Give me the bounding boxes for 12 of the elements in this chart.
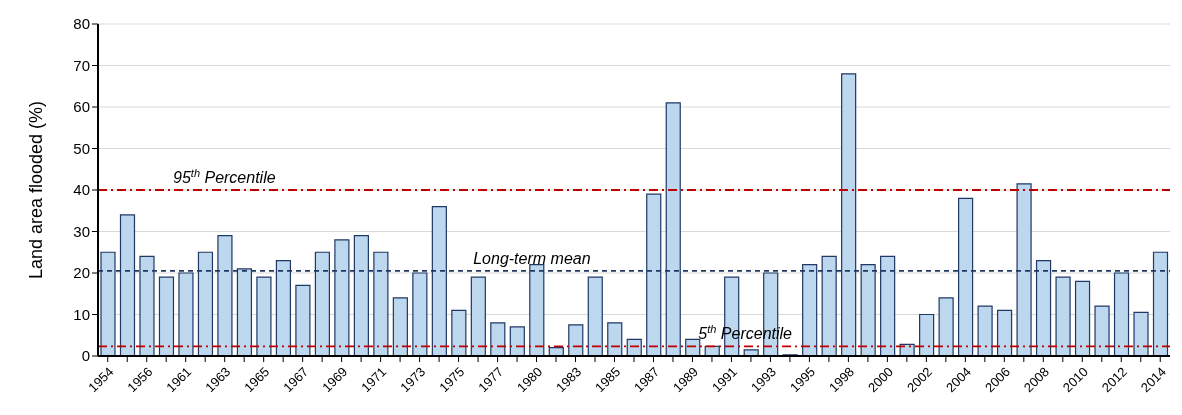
ref-line-label: 95$^{th}$ Percentile xyxy=(173,167,276,186)
y-tick-label: 80 xyxy=(73,15,90,33)
y-tick-label: 40 xyxy=(73,181,90,199)
y-tick-label: 0 xyxy=(81,347,90,365)
y-tick-label: 20 xyxy=(73,264,90,282)
y-tick-label: 60 xyxy=(73,98,90,116)
y-tick-label: 10 xyxy=(73,305,90,323)
ref-line-label: Long-term mean xyxy=(473,249,591,267)
y-tick-label: 50 xyxy=(73,139,90,157)
y-tick-label: 30 xyxy=(73,222,90,240)
y-tick-label: 70 xyxy=(73,56,90,74)
y-axis-title: Land area flooded (%) xyxy=(26,100,47,280)
